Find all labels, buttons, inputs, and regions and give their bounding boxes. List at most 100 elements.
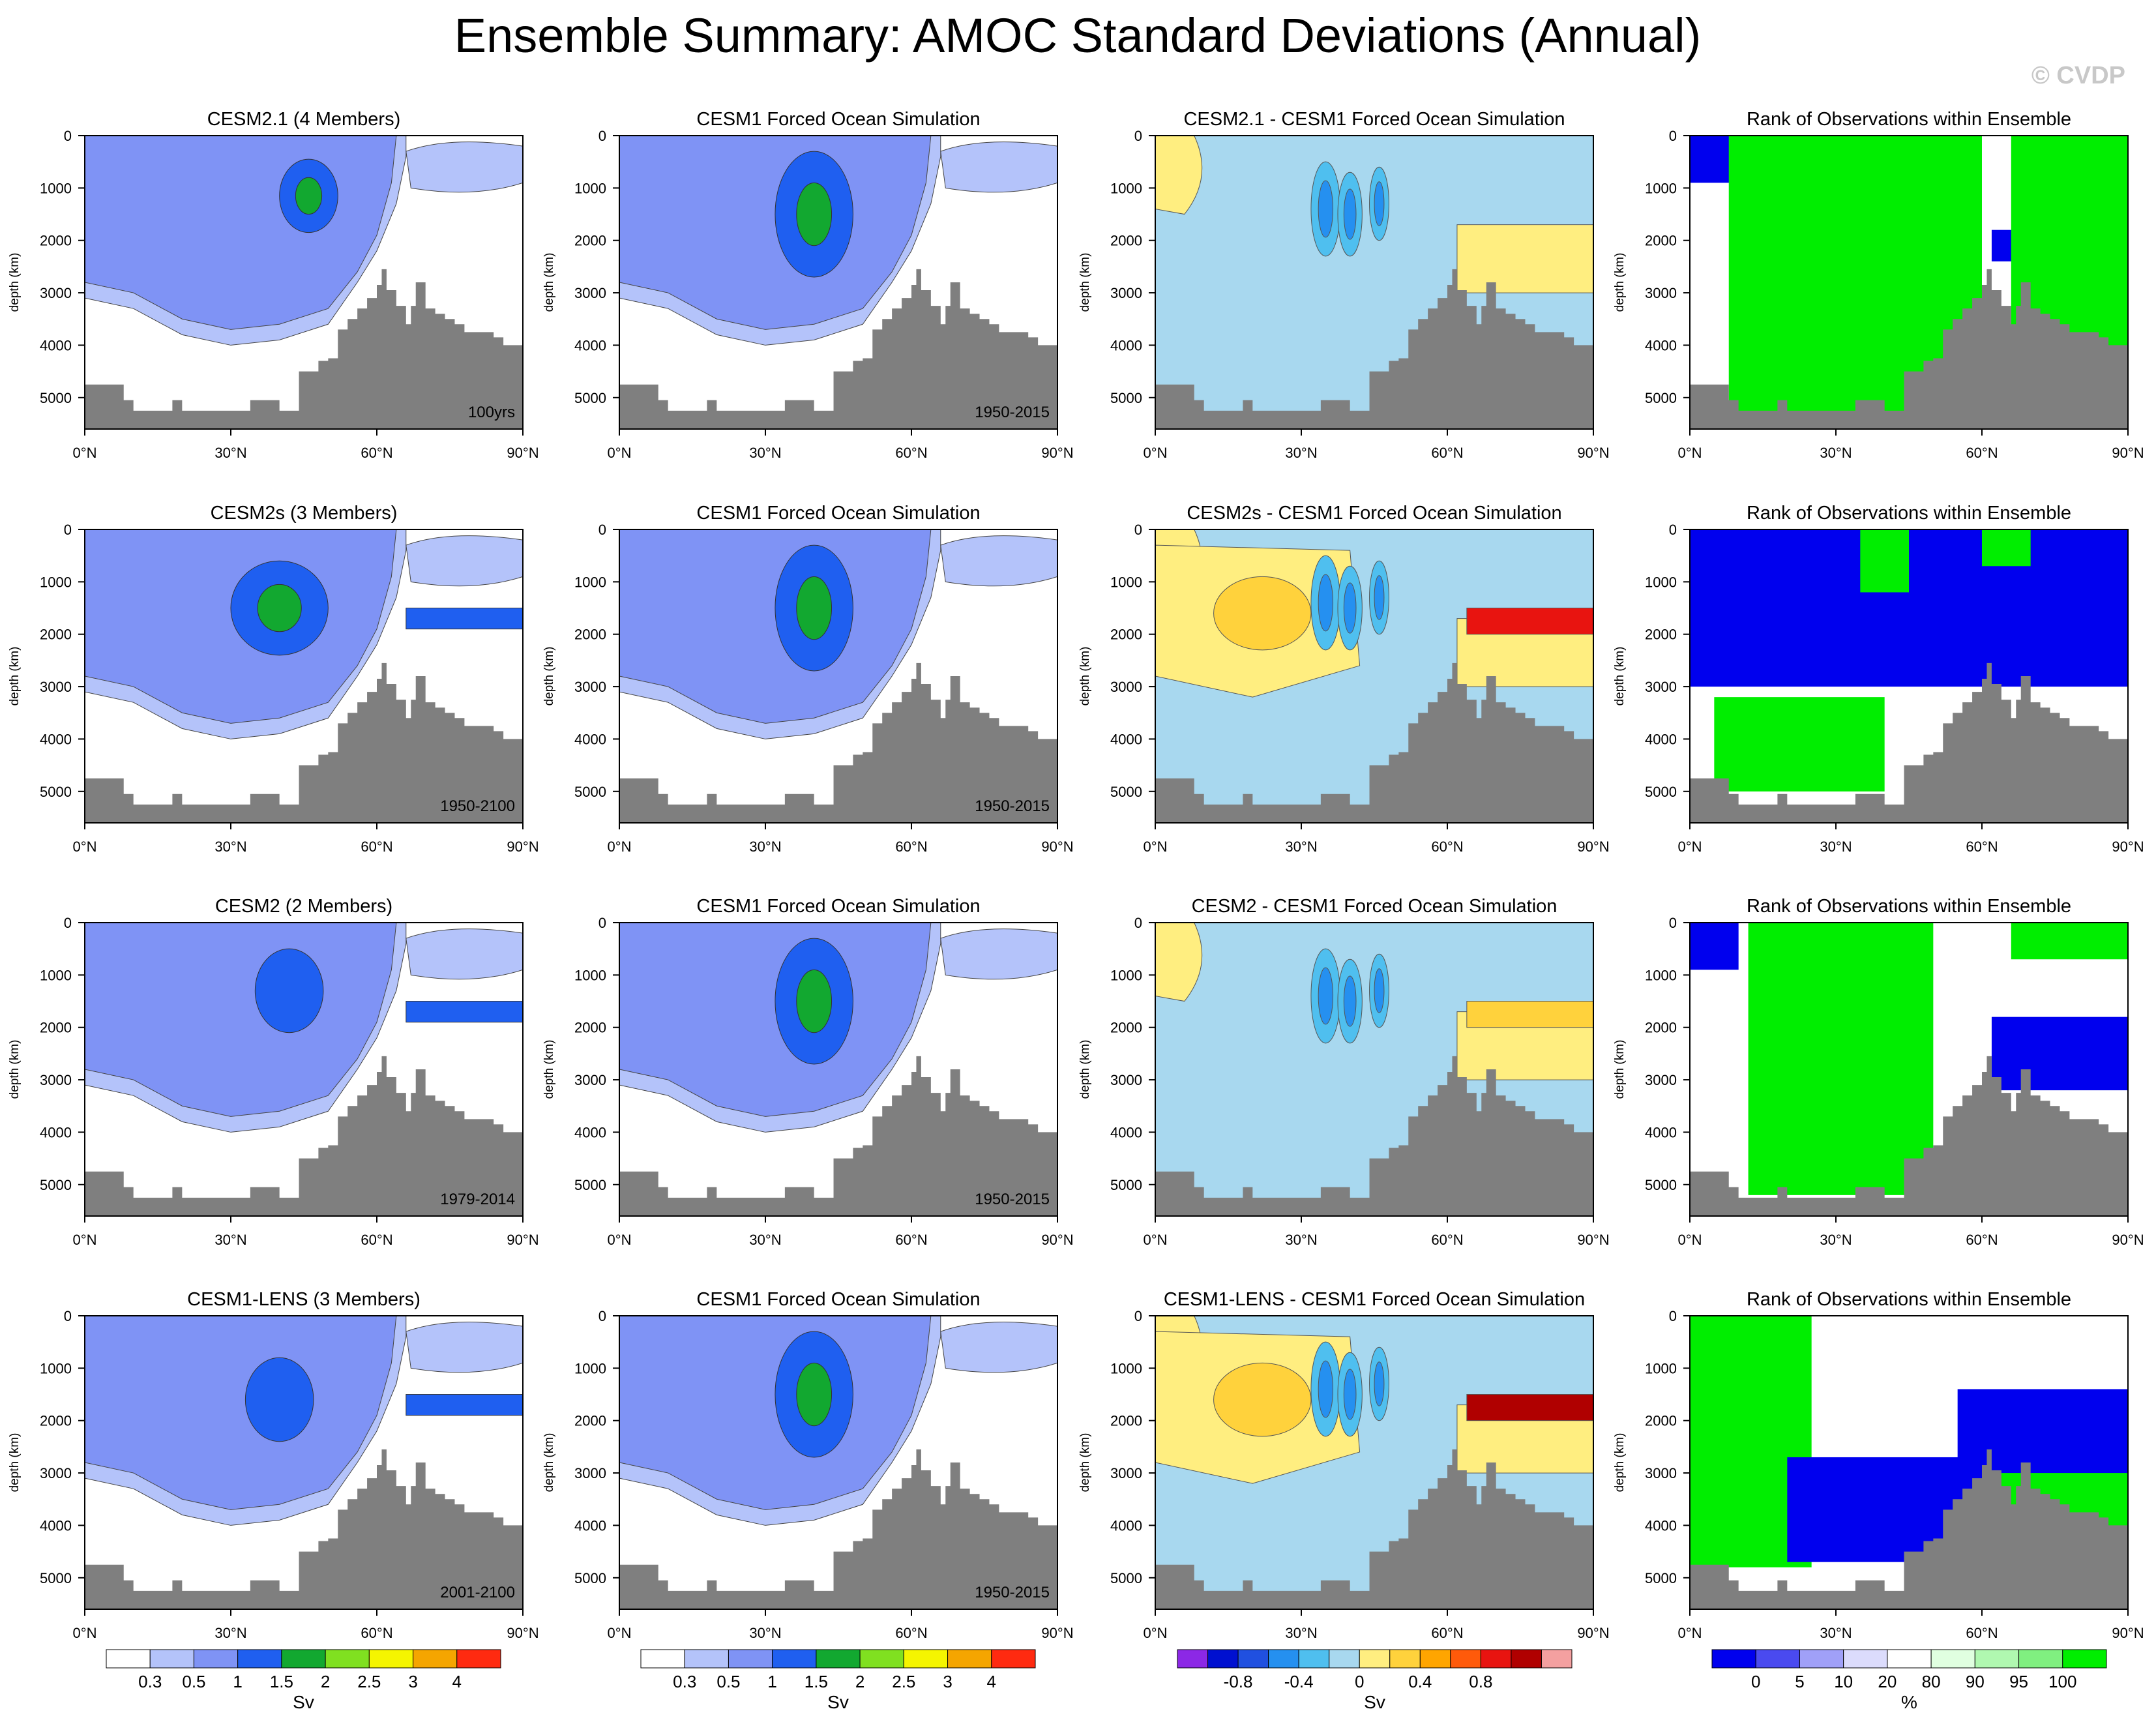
colorbar-1: 0.3 0.5 1 1.5 2 2.5 3 4 Sv	[106, 1649, 501, 1712]
x-tick-label: 30°N	[749, 445, 781, 461]
y-tick-label: 1000	[574, 967, 606, 983]
sd-contour-0.5	[619, 136, 932, 330]
y-tick-label: 5000	[40, 390, 72, 406]
y-tick-label: 5000	[574, 1570, 606, 1586]
y-tick-label: 2000	[574, 1413, 606, 1429]
bathymetry	[1690, 1056, 2128, 1216]
y-tick-label: 5000	[1645, 784, 1677, 800]
y-tick-label: 1000	[1110, 574, 1142, 590]
colorbar-swatch	[149, 1649, 194, 1669]
colorbar-swatch	[640, 1649, 685, 1669]
colorbar-label: 2	[321, 1672, 330, 1691]
y-tick-label: 1000	[40, 967, 72, 983]
colorbar-unit: %	[1901, 1692, 1917, 1712]
x-tick-label: 90°N	[507, 1625, 539, 1641]
y-tick-label: 1000	[40, 180, 72, 196]
colorbar-swatch	[1887, 1649, 1932, 1669]
x-tick-label: 60°N	[361, 445, 392, 461]
y-tick-label: 1000	[1110, 1360, 1142, 1376]
x-tick-label: 0°N	[608, 839, 632, 855]
y-tick-label: 0	[1669, 1308, 1677, 1324]
y-tick-label: 1000	[574, 1360, 606, 1376]
colorbar-swatch	[237, 1649, 282, 1669]
x-tick-label: 0°N	[73, 839, 97, 855]
x-tick-label: 30°N	[1820, 445, 1852, 461]
x-tick-label: 60°N	[1966, 445, 1998, 461]
x-tick-label: 60°N	[361, 1625, 392, 1641]
colorbar-label: 2.5	[357, 1672, 381, 1691]
colorbar-swatch	[991, 1649, 1036, 1669]
y-axis-label: depth (km)	[8, 647, 22, 706]
sd-contour-1.5	[257, 584, 302, 632]
x-tick-label: 90°N	[1041, 1625, 1073, 1641]
y-tick-label: 2000	[1645, 627, 1677, 643]
y-tick-label: 1000	[574, 574, 606, 590]
diff-negative-inner	[1318, 574, 1334, 632]
y-tick-label: 4000	[40, 731, 72, 747]
y-axis-label: depth (km)	[8, 253, 22, 312]
y-tick-label: 4000	[1645, 731, 1677, 747]
panel-title: CESM2 - CESM1 Forced Ocean Simulation	[1192, 896, 1558, 917]
y-axis-label: depth (km)	[1613, 1040, 1627, 1099]
colorbar-label: 3	[408, 1672, 417, 1691]
panel-title: CESM1 Forced Ocean Simulation	[696, 109, 980, 130]
colorbar-swatch	[772, 1649, 817, 1669]
period-label: 1950-2015	[975, 797, 1050, 815]
colorbar-swatch	[1298, 1649, 1330, 1669]
rank-low-region	[1991, 1017, 2128, 1091]
diff-north-band	[1466, 1001, 1593, 1028]
x-tick-label: 60°N	[1966, 1625, 1998, 1641]
field	[1690, 529, 2128, 823]
bathymetry	[619, 662, 1057, 823]
plot-frame	[619, 529, 1058, 824]
plot-frame	[1689, 135, 2129, 430]
x-tick-label: 0°N	[608, 445, 632, 461]
panel-title: Rank of Observations within Ensemble	[1747, 503, 2071, 524]
x-tick-label: 60°N	[895, 1232, 927, 1248]
y-axis-label: depth (km)	[8, 1433, 22, 1492]
colorbar-label: -0.4	[1284, 1672, 1314, 1691]
diff-negative-inner	[1343, 975, 1357, 1027]
y-tick-label: 0	[1669, 522, 1677, 538]
x-tick-label: 60°N	[1431, 839, 1463, 855]
colorbar-label: 3	[943, 1672, 952, 1691]
sd-contour-north	[940, 928, 1057, 980]
x-tick-label: 90°N	[507, 839, 539, 855]
panel-r3-c3: CESM2 - CESM1 Forced Ocean Simulation 0 10…	[1078, 896, 1610, 1248]
colorbar-2: 0.3 0.5 1 1.5 2 2.5 3 4 Sv	[640, 1649, 1036, 1712]
plot-frame	[1689, 922, 2129, 1217]
colorbar-swatch	[368, 1649, 414, 1669]
x-tick-label: 90°N	[2112, 839, 2144, 855]
plot-frame	[1155, 529, 1594, 824]
y-tick-label: 0	[598, 128, 606, 144]
y-tick-label: 2000	[574, 1020, 606, 1036]
x-tick-label: 0°N	[1144, 839, 1168, 855]
y-axis-label: depth (km)	[1613, 1433, 1627, 1492]
diff-negative-inner	[1343, 582, 1357, 634]
sd-contour-north	[940, 1322, 1057, 1373]
colorbar-label: 1.5	[805, 1672, 828, 1691]
rank-high-region	[1748, 923, 1934, 1195]
diff-warm-core	[1213, 1362, 1312, 1437]
colorbar-label: 2.5	[892, 1672, 915, 1691]
colorbar-swatch	[413, 1649, 458, 1669]
panel-r1-c2: CESM1 Forced Ocean Simulation 1950-2015 0 1…	[542, 109, 1074, 461]
colorbar-swatch	[1974, 1649, 2020, 1669]
y-tick-label: 0	[1134, 522, 1142, 538]
panel-r3-c1: CESM2 (2 Members) 1979-2014 0 1000 2000 3000 4…	[8, 896, 539, 1248]
bathymetry	[1155, 662, 1593, 823]
sd-contour-north	[406, 535, 523, 587]
sd-contour-1	[244, 1357, 314, 1442]
x-tick-label: 0°N	[1678, 1232, 1702, 1248]
colorbar-swatch	[193, 1649, 239, 1669]
plot-frame	[619, 1315, 1058, 1610]
colorbar-swatch	[2062, 1649, 2107, 1669]
colorbar-label: 1.5	[270, 1672, 293, 1691]
x-tick-label: 0°N	[1678, 445, 1702, 461]
panel-title: CESM1-LENS - CESM1 Forced Ocean Simulati…	[1164, 1289, 1585, 1310]
y-tick-label: 3000	[1645, 285, 1677, 301]
y-tick-label: 0	[1669, 915, 1677, 931]
x-tick-label: 30°N	[749, 1625, 781, 1641]
colorbar-label: 10	[1834, 1672, 1853, 1691]
